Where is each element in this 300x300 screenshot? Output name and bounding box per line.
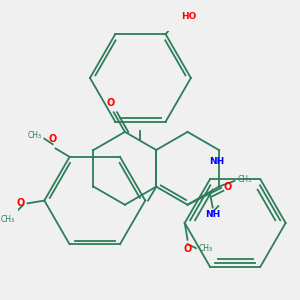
Text: O: O (107, 98, 115, 108)
Text: HO: HO (181, 12, 196, 21)
Text: O: O (224, 182, 232, 191)
Text: NH: NH (205, 210, 220, 219)
Text: CH₃: CH₃ (199, 244, 213, 253)
Text: O: O (183, 244, 192, 254)
Text: CH₃: CH₃ (1, 214, 15, 224)
Text: CH₃: CH₃ (237, 175, 251, 184)
Text: O: O (49, 134, 57, 144)
Text: CH₃: CH₃ (27, 131, 41, 140)
Text: O: O (16, 198, 25, 208)
Text: NH: NH (209, 157, 224, 166)
